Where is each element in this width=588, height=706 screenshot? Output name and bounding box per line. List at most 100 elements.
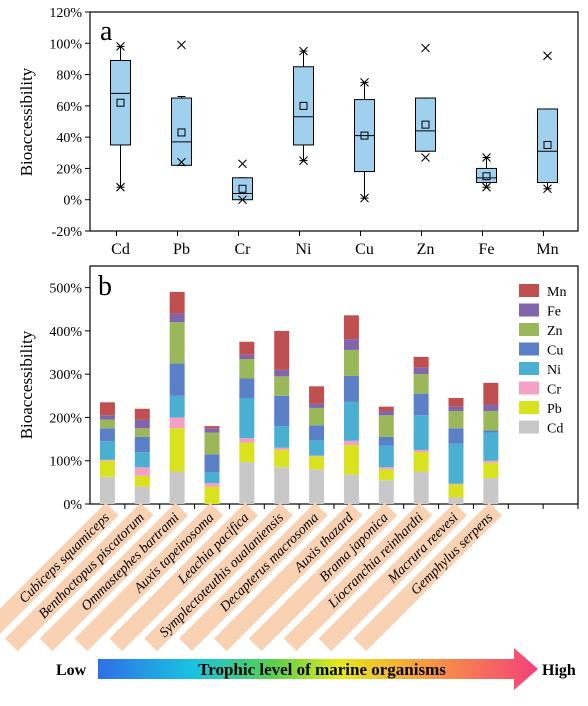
box-mean-marker <box>238 184 247 193</box>
panel-b-stacked-bar: b Bioaccessibility 0% 100% 200% 300% 400% 500… <box>0 265 579 652</box>
panel-b-y-ticks: 0% 100% 200% 300% 400% 500% <box>49 282 90 513</box>
box-mean-marker <box>421 120 430 129</box>
bar-segment-pb <box>239 442 255 463</box>
bar-segment-mn <box>448 397 464 407</box>
bar-segment-zn <box>204 432 220 455</box>
bar-segment-fe <box>309 403 325 408</box>
bar-segment-zn <box>169 322 185 364</box>
stacked-bar-7 <box>343 315 359 504</box>
species-label-highlight <box>39 502 189 652</box>
box-mean-marker <box>360 131 369 140</box>
species-label-highlight <box>214 502 363 652</box>
species-label-highlight <box>179 502 328 652</box>
box-min-marker <box>482 182 491 192</box>
panel-b-label: b <box>98 271 112 302</box>
cross-stroke <box>299 46 308 56</box>
bar-segment-fe <box>134 419 150 429</box>
panel-a-x-label: Pb <box>173 241 190 258</box>
legend-label-cd: Cd <box>547 422 563 437</box>
species-label-highlight <box>283 502 433 652</box>
bar-segment-fe <box>483 404 499 411</box>
bar-segment-cu <box>413 393 429 416</box>
bar-segment-cd <box>239 462 255 504</box>
bar-segment-mn <box>204 426 220 429</box>
bar-segment-ni <box>169 395 185 418</box>
stacked-bar-10 <box>448 397 464 504</box>
cross-stroke <box>360 78 369 87</box>
bar-segment-pb <box>343 445 359 475</box>
bar-segment-cu <box>134 436 150 453</box>
box-ni <box>293 66 314 146</box>
box-max-marker <box>238 159 247 169</box>
bar-segment-mn <box>239 341 255 355</box>
stacked-bar-4 <box>239 341 255 504</box>
cross-stroke <box>116 182 125 192</box>
species-label-highlight <box>4 502 154 652</box>
bar-segment-mn <box>343 315 359 340</box>
cross-stroke <box>238 159 247 169</box>
bar-segment-zn <box>239 359 255 379</box>
bar-segment-fe <box>169 313 185 323</box>
panel-b-bars <box>99 291 499 504</box>
bar-segment-fe <box>99 415 115 420</box>
bar-segment-fe <box>204 428 220 433</box>
legend-swatch-cu <box>519 342 539 356</box>
bar-segment-pb <box>274 449 290 468</box>
species-label-highlight <box>74 502 224 652</box>
panel-b-y-tick-label: 100% <box>49 455 82 470</box>
bar-segment-cu <box>274 395 290 427</box>
bar-segment-pb <box>483 462 499 479</box>
cross-stroke <box>482 153 491 162</box>
panel-a-box-plot: a Bioaccessibility -20% 0% 20% 40% 60% 80% 100… <box>17 6 579 258</box>
bar-segment-zn <box>413 374 429 394</box>
bar-segment-cu <box>309 425 325 441</box>
panel-a-label: a <box>100 16 113 47</box>
bar-segment-zn <box>448 410 464 429</box>
box-max-marker <box>299 46 308 56</box>
bar-segment-zn <box>134 428 150 437</box>
panel-b-legend: Mn Fe Zn Cu Ni Cr Pb Cd <box>519 284 566 437</box>
panel-b-y-tick-label: 0% <box>63 498 82 513</box>
box-max-marker <box>543 51 552 61</box>
bar-segment-mn <box>169 291 185 314</box>
bar-segment-fe <box>413 367 429 375</box>
bar-segment-cr <box>204 483 220 487</box>
bar-segment-cd <box>378 480 394 504</box>
panel-a-y-tick-label: 20% <box>56 162 82 177</box>
bar-segment-ni <box>99 441 115 460</box>
bar-segment-ni <box>309 440 325 456</box>
bar-segment-cu <box>448 428 464 444</box>
legend-swatch-fe <box>519 303 539 317</box>
bar-segment-zn <box>309 407 325 426</box>
bar-segment-pb <box>413 452 429 472</box>
cross-stroke <box>116 42 125 51</box>
panel-a-x-label: Ni <box>296 241 313 258</box>
bar-segment-mn <box>483 382 499 405</box>
panel-a-y-tick-label: 120% <box>49 6 82 21</box>
bar-segment-ni <box>413 415 429 450</box>
bar-segment-cu <box>483 430 499 433</box>
legend-label-zn: Zn <box>547 324 563 339</box>
bar-segment-ni <box>274 426 290 448</box>
bar-segment-cu <box>343 375 359 402</box>
box-min-marker <box>177 157 186 167</box>
bar-segment-pb <box>99 460 115 477</box>
box-pb <box>171 97 192 166</box>
species-label-highlight <box>248 502 398 652</box>
bar-segment-cu <box>378 436 394 446</box>
trophic-high-label: High <box>542 662 576 679</box>
bar-segment-cr <box>134 467 150 476</box>
bar-segment-cr <box>274 447 290 450</box>
legend-swatch-zn <box>519 323 539 336</box>
bar-segment-ni <box>134 452 150 468</box>
bar-segment-cd <box>99 476 115 504</box>
bar-segment-mn <box>378 406 394 411</box>
panel-b-y-tick-label: 200% <box>49 411 82 426</box>
bar-segment-mn <box>274 330 290 370</box>
panel-a-x-label: Fe <box>479 241 495 258</box>
panel-a-x-label: Cr <box>235 241 252 258</box>
stacked-bar-9 <box>413 356 429 504</box>
bar-segment-fe <box>378 410 394 416</box>
panel-a-y-tick-label: 0% <box>63 194 82 209</box>
bar-segment-cr <box>99 459 115 461</box>
